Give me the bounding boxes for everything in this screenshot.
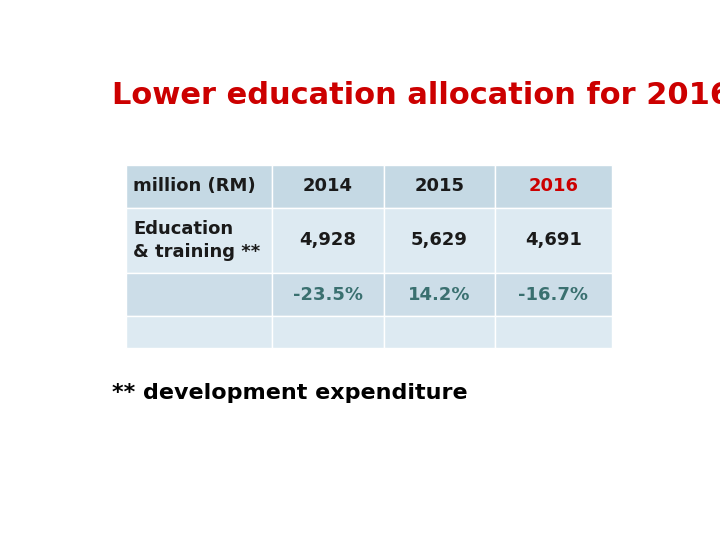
Text: 4,928: 4,928 — [300, 232, 356, 249]
Text: ** development expenditure: ** development expenditure — [112, 383, 468, 403]
FancyBboxPatch shape — [126, 316, 272, 348]
Text: 2016: 2016 — [528, 178, 578, 195]
FancyBboxPatch shape — [495, 316, 612, 348]
FancyBboxPatch shape — [495, 208, 612, 273]
FancyBboxPatch shape — [272, 273, 384, 316]
FancyBboxPatch shape — [384, 208, 495, 273]
FancyBboxPatch shape — [384, 165, 495, 208]
FancyBboxPatch shape — [384, 273, 495, 316]
Text: 4,691: 4,691 — [525, 232, 582, 249]
FancyBboxPatch shape — [126, 165, 272, 208]
FancyBboxPatch shape — [272, 208, 384, 273]
FancyBboxPatch shape — [272, 165, 384, 208]
Text: million (RM): million (RM) — [133, 178, 256, 195]
FancyBboxPatch shape — [384, 316, 495, 348]
Text: 5,629: 5,629 — [411, 232, 468, 249]
Text: Education
& training **: Education & training ** — [133, 220, 260, 261]
FancyBboxPatch shape — [272, 316, 384, 348]
FancyBboxPatch shape — [126, 208, 272, 273]
Text: 2015: 2015 — [415, 178, 464, 195]
Text: -23.5%: -23.5% — [293, 286, 363, 303]
Text: Lower education allocation for 2016: Lower education allocation for 2016 — [112, 82, 720, 111]
Text: 14.2%: 14.2% — [408, 286, 471, 303]
Text: 2014: 2014 — [302, 178, 353, 195]
FancyBboxPatch shape — [126, 273, 272, 316]
FancyBboxPatch shape — [495, 165, 612, 208]
FancyBboxPatch shape — [495, 273, 612, 316]
Text: -16.7%: -16.7% — [518, 286, 588, 303]
